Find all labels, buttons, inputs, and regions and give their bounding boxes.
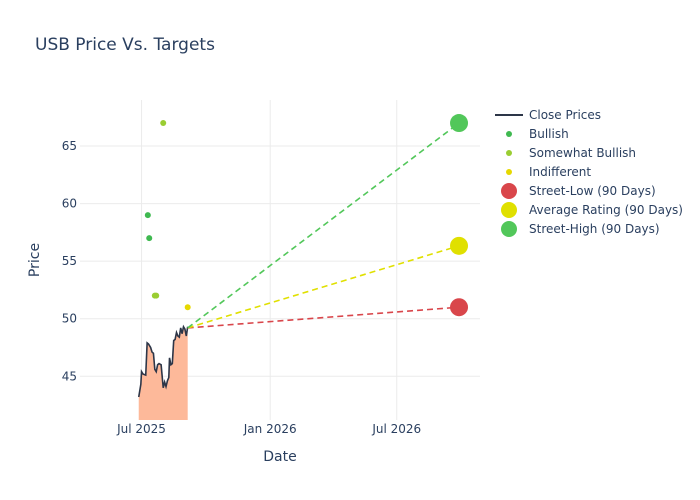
legend-label: Street-Low (90 Days) (529, 184, 656, 198)
legend-label: Bullish (529, 127, 569, 141)
somewhat-bullish-rating-point (160, 120, 167, 127)
axis-ticks: 45 50 55 60 65 Jul 2025 Jan 2026 Jul 2026 (62, 139, 421, 436)
legend-marker-swatch (501, 202, 517, 218)
x-tick-label: Jul 2025 (116, 422, 166, 436)
x-axis-title: Date (263, 449, 296, 465)
legend-dot-swatch (506, 131, 512, 137)
legend-label: Somewhat Bullish (529, 146, 636, 160)
bullish-rating-point (144, 212, 151, 219)
bullish-rating-point (146, 235, 153, 242)
chart-title: USB Price Vs. Targets (35, 35, 215, 55)
legend-label: Indifferent (529, 165, 591, 179)
street-high-target-line (187, 122, 460, 329)
average-rating-target-line (187, 245, 460, 329)
x-tick-label: Jul 2026 (371, 422, 421, 436)
legend-label: Street-High (90 Days) (529, 222, 660, 236)
legend: Close Prices Bullish Somewhat Bullish Indif… (495, 108, 683, 237)
y-tick-label: 65 (62, 139, 77, 153)
legend-dot-swatch (506, 169, 512, 175)
street-high-marker (450, 114, 469, 133)
legend-marker-swatch (501, 183, 517, 199)
legend-dot-swatch (506, 150, 512, 156)
y-tick-label: 45 (62, 369, 77, 383)
legend-marker-swatch (501, 221, 517, 237)
y-axis-title: Price (27, 243, 43, 277)
street-low-marker (450, 298, 469, 317)
y-tick-label: 60 (62, 197, 77, 211)
rating-points (144, 120, 191, 311)
close-price-line (137, 324, 189, 398)
y-tick-label: 50 (62, 312, 77, 326)
x-tick-label: Jan 2026 (243, 422, 297, 436)
indifferent-rating-point (184, 304, 191, 311)
street-low-target-line (187, 306, 460, 329)
target-lines (187, 114, 469, 329)
legend-label: Close Prices (529, 108, 601, 122)
legend-label: Average Rating (90 Days) (529, 203, 683, 217)
grid (80, 100, 480, 420)
y-tick-label: 55 (62, 254, 77, 268)
close-price-line-layer (137, 324, 189, 398)
somewhat-bullish-rating-point (153, 292, 160, 299)
average-rating-marker (450, 236, 469, 255)
